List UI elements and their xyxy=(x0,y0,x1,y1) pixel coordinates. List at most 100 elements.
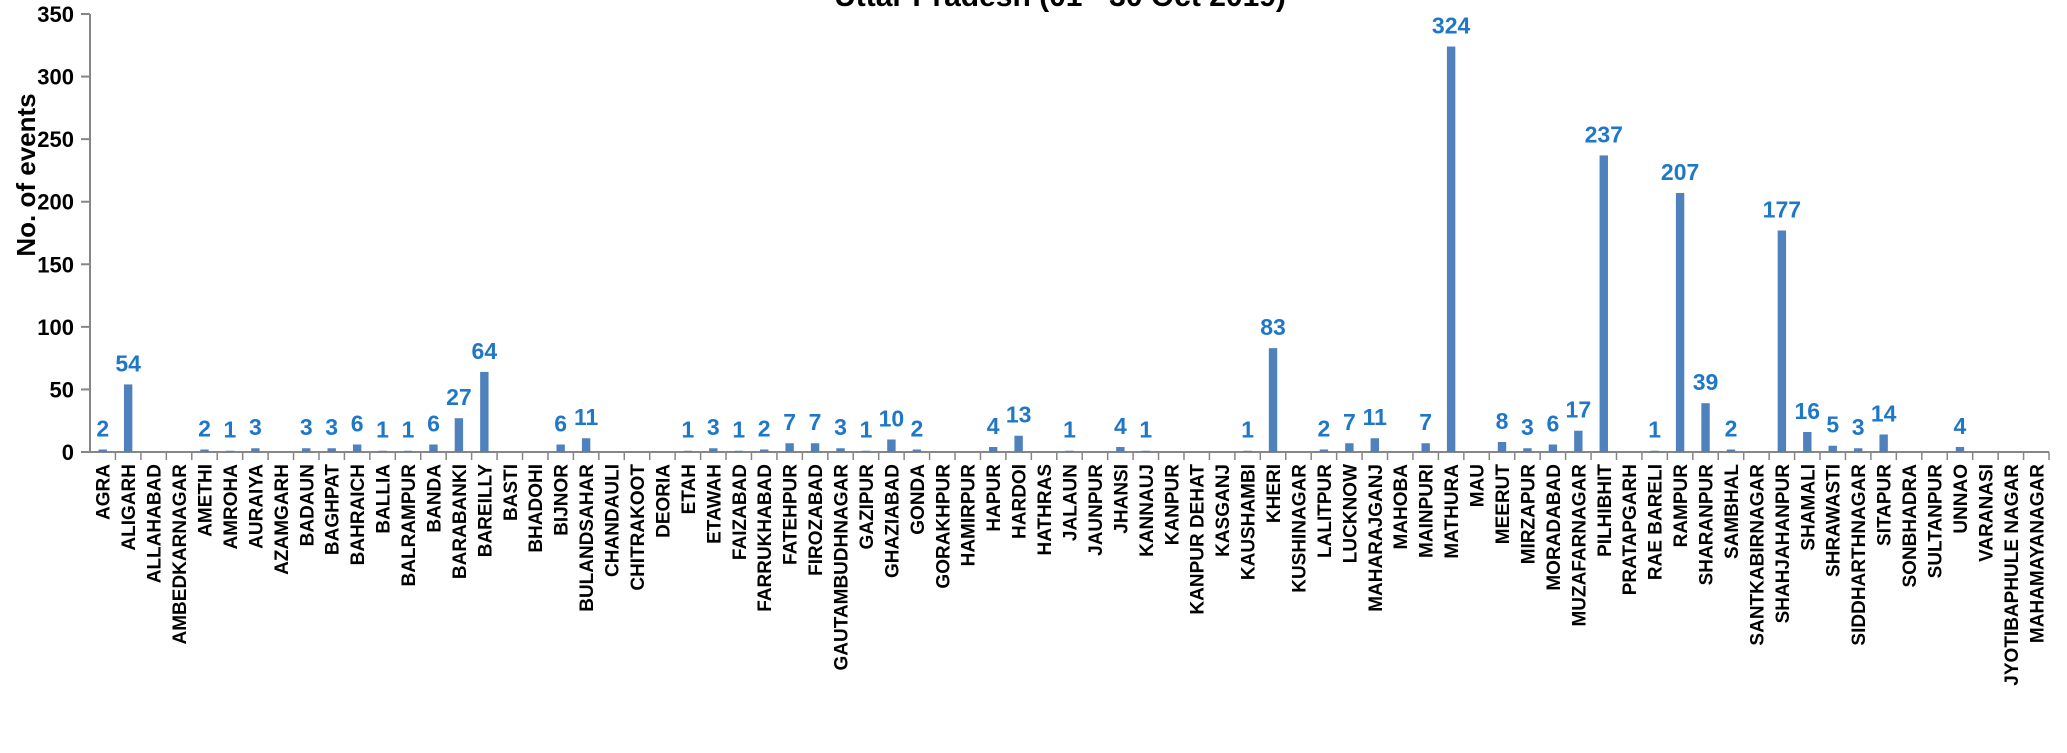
x-tick-label: AZAMGARH xyxy=(272,464,293,575)
bar xyxy=(861,450,871,452)
data-label: 2 xyxy=(758,415,771,441)
bar xyxy=(1650,450,1659,452)
x-tick-label: KANPUR DEHAT xyxy=(1188,464,1209,615)
x-tick-label: HATHRAS xyxy=(1035,464,1056,555)
data-label: 207 xyxy=(1661,159,1699,185)
bar xyxy=(1828,445,1837,452)
x-tick-label: BAHRAICH xyxy=(348,464,369,565)
x-tick-label: LALITPUR xyxy=(1315,464,1336,558)
x-tick-label: LUCKNOW xyxy=(1340,464,1361,563)
x-tick-label: RAE BARELI xyxy=(1646,464,1667,580)
x-tick-label: CHANDAULI xyxy=(603,464,624,577)
data-label: 324 xyxy=(1432,13,1471,39)
x-tick-label: MAHOBA xyxy=(1391,464,1412,550)
data-label: 4 xyxy=(987,413,1000,439)
data-label: 3 xyxy=(1521,414,1534,440)
data-label: 11 xyxy=(574,404,599,430)
x-tick-label: SHARANPUR xyxy=(1697,464,1718,586)
x-tick-label: JHANSI xyxy=(1111,464,1132,534)
bar xyxy=(760,449,769,452)
data-label: 8 xyxy=(1496,408,1509,434)
bar xyxy=(1523,448,1532,452)
data-label: 39 xyxy=(1693,369,1719,395)
x-tick-label: DEORIA xyxy=(653,464,674,538)
x-tick-label: GORAKHPUR xyxy=(933,464,954,589)
bar xyxy=(429,444,438,452)
x-tick-label: BULANDSAHAR xyxy=(577,464,598,612)
data-label: 6 xyxy=(427,410,440,436)
x-tick-label: BARABANKI xyxy=(450,464,471,579)
x-tick-label: AURAIYA xyxy=(246,464,267,549)
x-tick-label: JAUNPUR xyxy=(1086,464,1107,556)
x-tick-label: SAMBHAL xyxy=(1722,464,1743,559)
x-tick-label: KANPUR xyxy=(1162,464,1183,546)
data-label: 64 xyxy=(472,338,498,364)
bar xyxy=(988,446,998,452)
x-tick-label: ETAWAH xyxy=(704,464,725,544)
data-label: 2 xyxy=(1725,415,1738,441)
bar xyxy=(1497,441,1507,452)
x-tick-label: ALLAHABAD xyxy=(145,464,166,583)
bar xyxy=(836,448,845,452)
data-label: 6 xyxy=(554,410,567,436)
x-tick-label: BHADOHI xyxy=(526,464,547,553)
bar xyxy=(1574,430,1583,452)
data-label: 10 xyxy=(879,405,905,431)
y-tick-label: 100 xyxy=(37,315,74,340)
x-tick-label: HARDOI xyxy=(1010,464,1031,539)
x-tick-label: JYOTIBAPHULE NAGAR xyxy=(2002,464,2023,686)
data-label: 17 xyxy=(1566,397,1592,423)
bar xyxy=(810,443,820,452)
bar xyxy=(454,418,464,452)
y-tick-label: 150 xyxy=(37,252,74,277)
x-tick-label: KANNAUJ xyxy=(1137,464,1158,557)
x-tick-label: MAU xyxy=(1468,464,1489,507)
x-tick-label: FAIZABAD xyxy=(730,464,751,560)
x-tick-label: MUZAFARNAGAR xyxy=(1569,464,1590,627)
x-tick-label: KAUSHAMBI xyxy=(1239,464,1260,580)
data-label: 7 xyxy=(809,409,822,435)
bar xyxy=(1599,155,1608,452)
bar xyxy=(123,384,133,452)
data-label: 5 xyxy=(1826,412,1839,438)
x-tick-label: MAINPURI xyxy=(1417,464,1438,558)
bar xyxy=(1955,446,1965,452)
data-label: 1 xyxy=(732,417,745,443)
x-tick-label: BALLIA xyxy=(374,464,395,534)
data-label: 2 xyxy=(1318,415,1331,441)
data-label: 1 xyxy=(224,417,237,443)
data-label: 3 xyxy=(707,414,720,440)
x-tick-label: VARANASI xyxy=(1976,464,1997,562)
bar xyxy=(887,439,896,452)
data-label: 1 xyxy=(1241,417,1254,443)
bar xyxy=(785,443,794,452)
data-label: 1 xyxy=(1648,417,1661,443)
data-label: 1 xyxy=(1139,417,1152,443)
bar xyxy=(1421,443,1430,452)
data-label: 27 xyxy=(446,384,472,410)
x-tick-label: MAHAMAYANAGAR xyxy=(2027,464,2048,643)
data-label: 6 xyxy=(351,410,364,436)
x-tick-label: FARRUKHABAD xyxy=(755,464,776,612)
bar xyxy=(378,450,387,452)
bar xyxy=(1548,444,1558,452)
x-tick-label: ALIGARH xyxy=(119,464,140,551)
y-tick-label: 50 xyxy=(50,377,74,402)
x-tick-label: RAMPUR xyxy=(1671,464,1692,548)
bar xyxy=(251,448,260,452)
x-tick-label: SHAHJAHANPUR xyxy=(1773,464,1794,624)
bar xyxy=(1675,192,1685,452)
bar xyxy=(734,450,743,452)
data-label: 3 xyxy=(300,414,313,440)
bar xyxy=(327,448,336,452)
x-tick-label: GAZIPUR xyxy=(857,464,878,550)
x-tick-label: CHITRAKOOT xyxy=(628,464,649,591)
x-tick-label: HAPUR xyxy=(984,464,1005,532)
x-tick-label: FIROZABAD xyxy=(806,464,827,576)
data-label: 3 xyxy=(249,414,262,440)
x-tick-label: AMBEDKARNAGAR xyxy=(170,464,191,645)
bar xyxy=(403,450,413,452)
data-label: 7 xyxy=(783,409,796,435)
